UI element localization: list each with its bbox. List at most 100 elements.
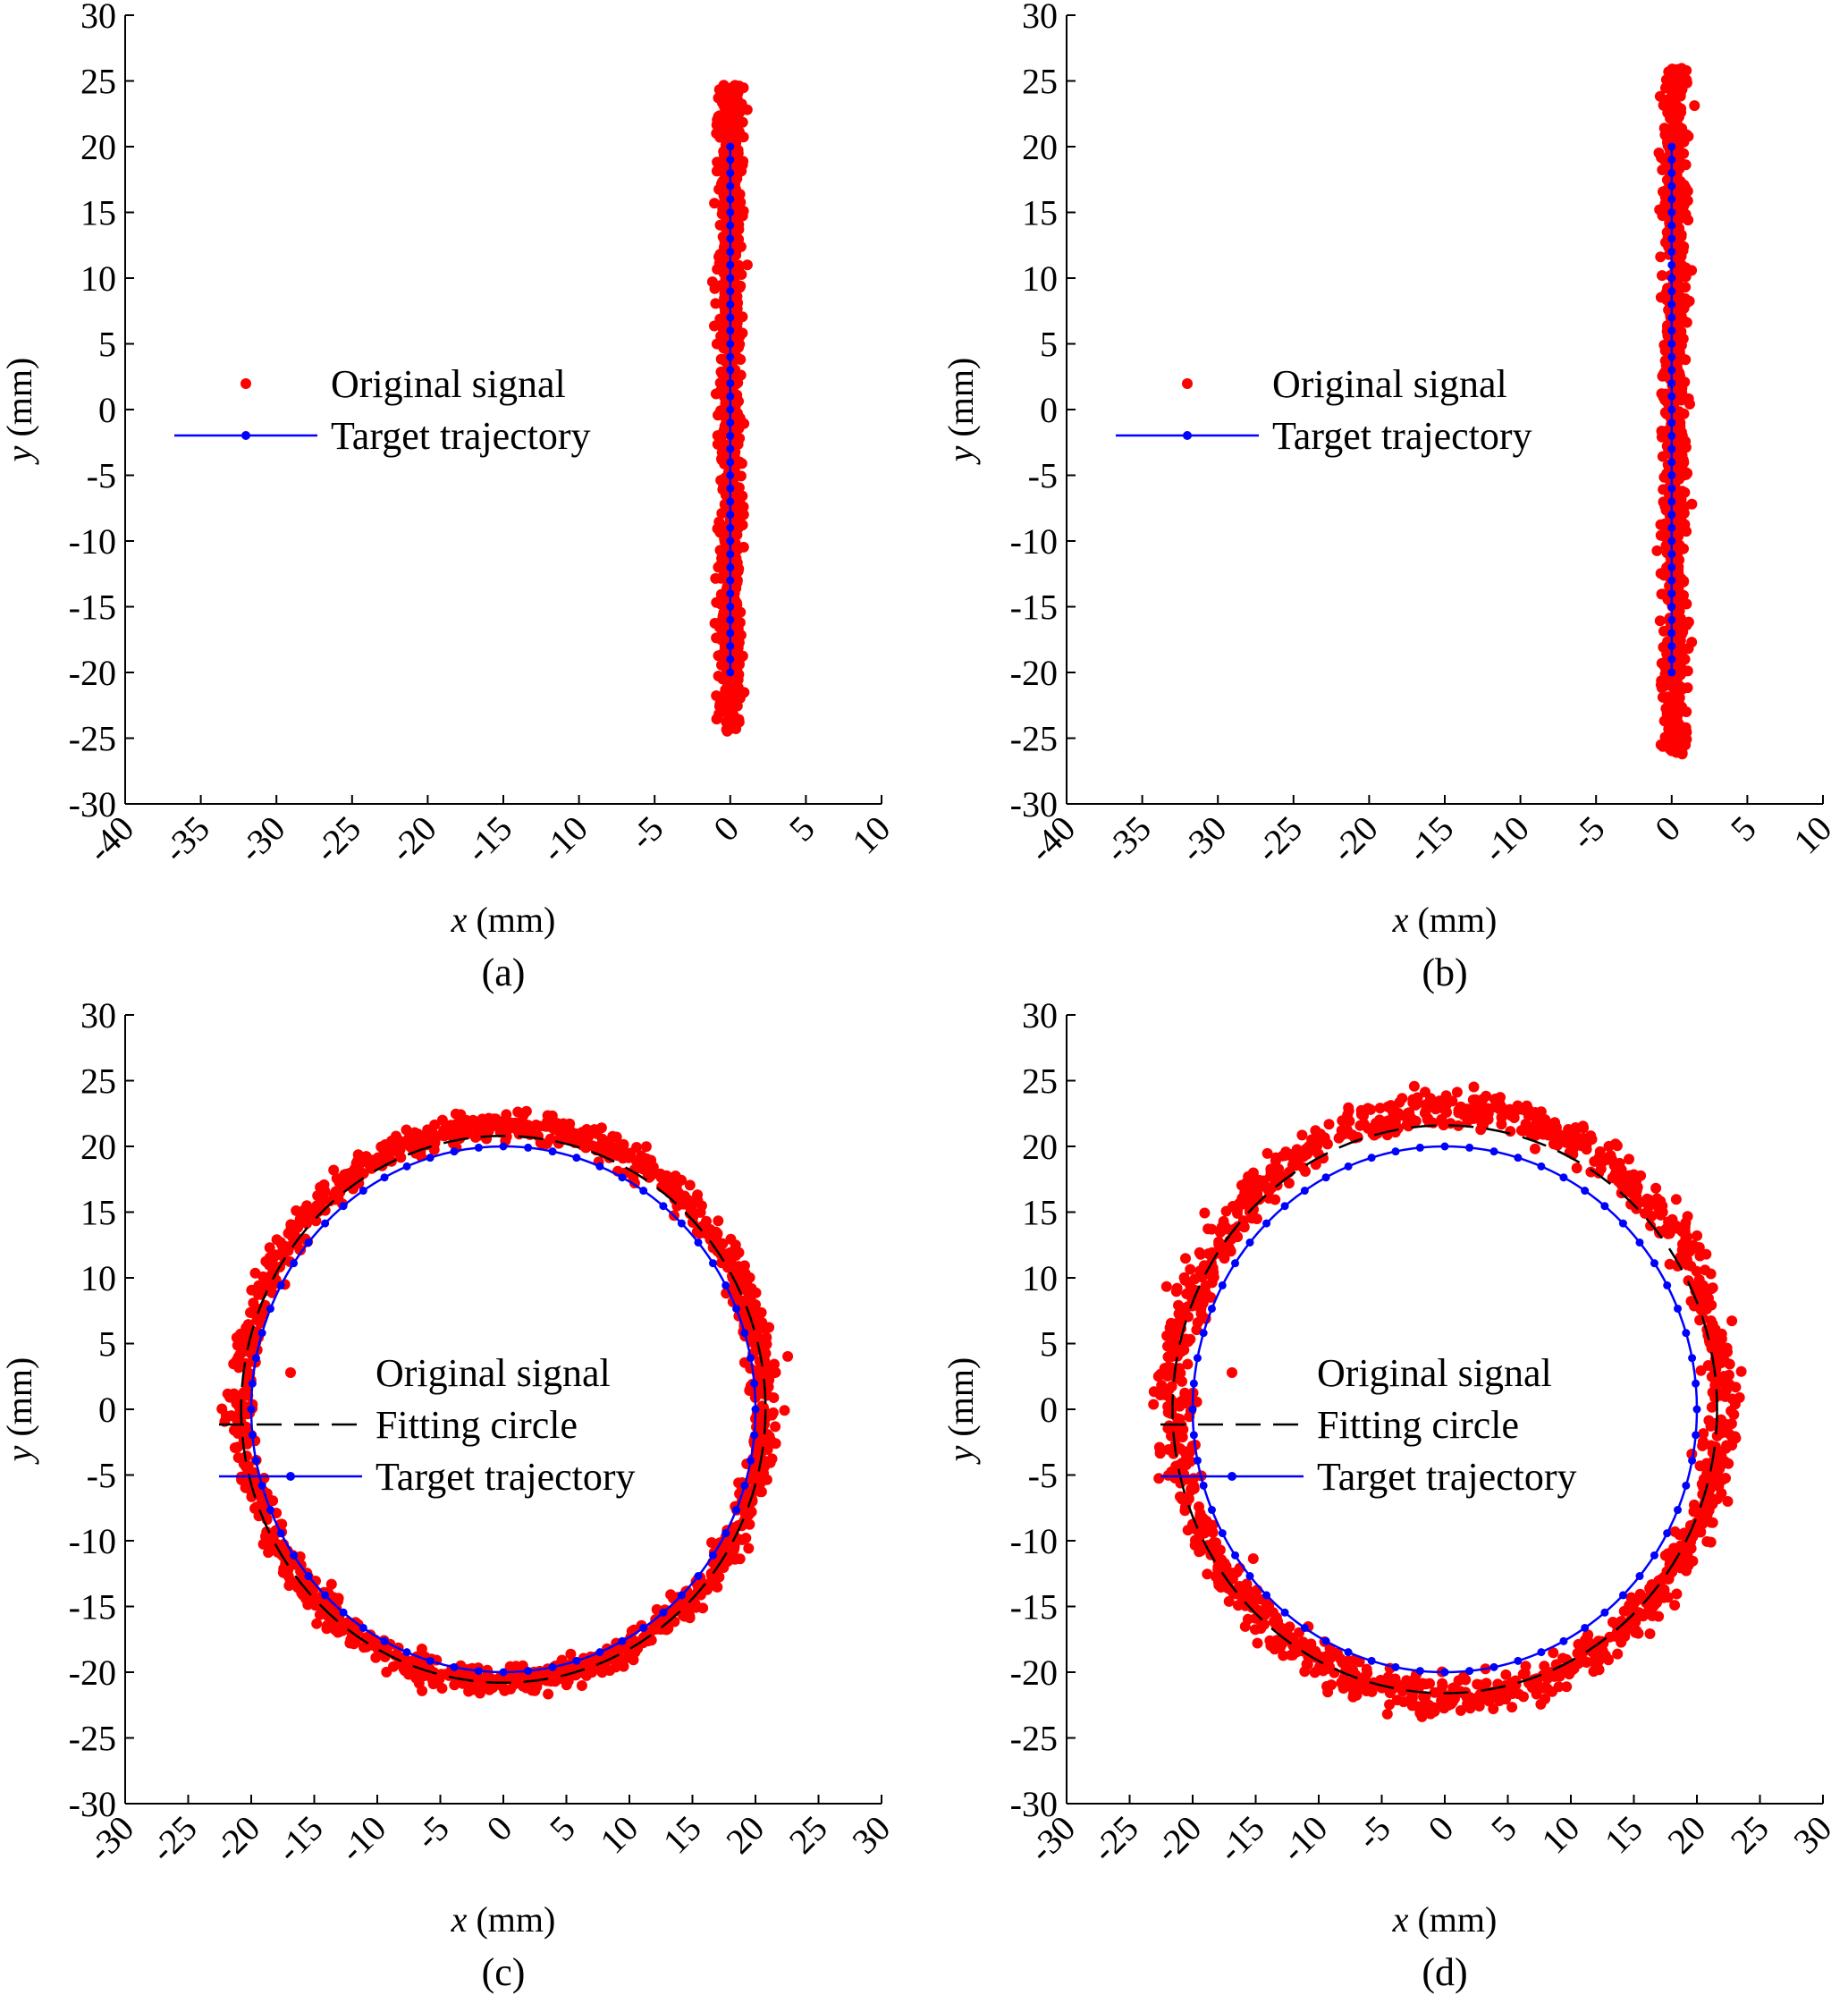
trajectory-marker <box>339 1608 348 1617</box>
y-tick-label: 25 <box>1022 62 1058 102</box>
trajectory-marker <box>276 1529 285 1538</box>
data-point <box>1630 1627 1641 1638</box>
data-point <box>1242 1613 1253 1625</box>
data-point <box>1506 1702 1518 1713</box>
y-tick-label: 30 <box>80 995 116 1036</box>
trajectory-marker <box>1667 366 1676 375</box>
data-point <box>1189 1540 1201 1551</box>
data-point <box>1207 1526 1219 1538</box>
data-point <box>1279 1150 1291 1162</box>
series-target-trajectory <box>247 1142 760 1677</box>
y-tick-label: -25 <box>69 719 116 759</box>
data-point <box>1422 1114 1434 1125</box>
trajectory-marker <box>499 1142 508 1151</box>
y-tick-label: 5 <box>98 325 116 365</box>
data-point <box>1188 1473 1199 1484</box>
trajectory-marker <box>1667 458 1676 467</box>
data-point <box>1436 1695 1447 1706</box>
data-point <box>1655 519 1667 530</box>
legend-symbol <box>174 431 317 440</box>
data-point <box>1278 1650 1289 1661</box>
data-point <box>344 1168 355 1179</box>
trajectory-marker <box>1207 1506 1216 1515</box>
trajectory-marker <box>726 156 735 165</box>
data-point <box>1577 1132 1589 1144</box>
data-point <box>1581 1656 1591 1668</box>
data-point <box>1656 588 1667 600</box>
data-point <box>450 1108 461 1120</box>
data-point <box>687 1217 698 1228</box>
trajectory-marker <box>380 1173 389 1182</box>
data-point <box>1697 1436 1709 1448</box>
data-point <box>761 1339 772 1350</box>
data-point <box>381 1666 392 1678</box>
data-point <box>733 80 745 92</box>
data-point <box>1708 1330 1719 1341</box>
legend-label: Target trajectory <box>1272 414 1532 458</box>
trajectory-marker <box>726 576 735 585</box>
data-point <box>1399 1111 1410 1121</box>
x-tick-label: 30 <box>844 1808 898 1862</box>
data-point <box>750 1481 762 1492</box>
data-point <box>1689 1499 1700 1510</box>
data-point <box>412 1129 424 1140</box>
data-point <box>1726 1440 1738 1451</box>
data-point <box>603 1137 615 1149</box>
data-point <box>1312 1664 1323 1676</box>
data-point <box>1657 270 1667 282</box>
data-point <box>328 1164 340 1176</box>
data-point <box>715 87 727 98</box>
y-tick-label: 0 <box>98 390 116 430</box>
data-point <box>1265 1163 1277 1175</box>
data-point <box>1261 1181 1271 1193</box>
data-point <box>1225 1246 1236 1257</box>
y-tick-label: -10 <box>69 1521 116 1561</box>
data-point <box>1698 1474 1709 1484</box>
trajectory-marker <box>1667 156 1676 165</box>
data-point <box>241 1384 253 1396</box>
data-point <box>249 1267 261 1279</box>
y-tick-label: 30 <box>1022 0 1058 36</box>
data-point <box>1148 1399 1160 1410</box>
trajectory-marker <box>721 1281 730 1289</box>
data-point <box>1342 1655 1354 1667</box>
x-tick-label: 20 <box>718 1808 772 1862</box>
trajectory-marker <box>1635 1238 1644 1247</box>
data-point <box>1382 1101 1394 1112</box>
data-point <box>429 1119 441 1130</box>
legend-label: Original signal <box>331 362 566 406</box>
data-point <box>1478 1120 1489 1131</box>
trajectory-marker <box>304 1238 313 1247</box>
data-point <box>1650 1182 1662 1194</box>
data-point <box>618 1661 629 1672</box>
data-point <box>1680 293 1691 304</box>
data-point <box>1554 1670 1565 1682</box>
data-point <box>1663 66 1675 78</box>
data-point <box>1683 1275 1694 1287</box>
data-point <box>1186 1484 1197 1496</box>
data-point <box>449 1679 460 1691</box>
data-point <box>392 1136 403 1147</box>
trajectory-marker <box>1688 1354 1697 1363</box>
data-point <box>1326 1679 1337 1691</box>
data-point <box>1357 1680 1369 1692</box>
trajectory-marker <box>426 1154 435 1162</box>
data-point <box>319 1186 331 1197</box>
data-point <box>1472 1678 1483 1690</box>
data-point <box>1196 1272 1208 1283</box>
y-tick-label: -30 <box>69 1784 116 1824</box>
x-axis-label: x (mm) <box>451 900 556 940</box>
data-point <box>713 596 725 607</box>
trajectory-marker <box>726 523 735 532</box>
trajectory-marker <box>639 1187 648 1196</box>
data-point <box>1624 1154 1634 1165</box>
data-point <box>1496 1112 1507 1123</box>
series-original-signal <box>1651 63 1700 760</box>
data-point <box>1178 1446 1190 1458</box>
data-point <box>1540 1114 1551 1126</box>
trajectory-marker <box>1667 523 1676 532</box>
data-point <box>1595 1163 1607 1175</box>
y-tick-label: -10 <box>69 521 116 562</box>
data-point <box>679 1194 690 1205</box>
